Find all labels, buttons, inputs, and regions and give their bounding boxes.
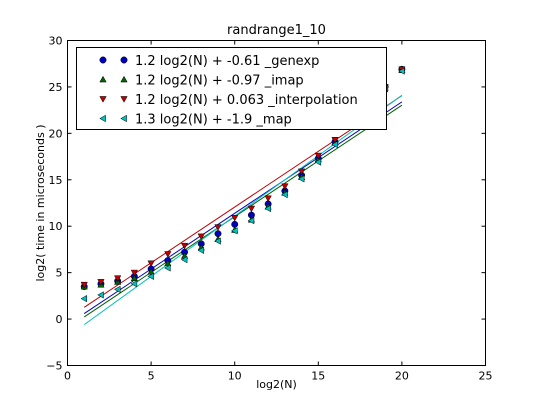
data-point — [147, 260, 155, 268]
data-point — [331, 140, 338, 149]
data-point — [314, 152, 322, 160]
y-tick-label: −5 — [46, 360, 62, 373]
y-tick-label: 10 — [49, 220, 63, 233]
data-point — [264, 204, 271, 213]
data-point — [147, 267, 155, 275]
legend-item-1: 1.2 log2(N) + -0.61 _genexp — [99, 54, 319, 69]
legend-marker — [99, 75, 107, 83]
y-tick-label: 25 — [49, 81, 63, 94]
y-tick-label: 15 — [49, 174, 63, 187]
x-tick-label: 15 — [311, 370, 325, 383]
data-point — [97, 291, 104, 299]
data-point — [231, 215, 239, 222]
legend-label: 1.2 log2(N) + 0.063 _interpolation — [135, 93, 358, 108]
data-point — [247, 217, 255, 225]
data-point — [97, 279, 105, 286]
legend-label: 1.2 log2(N) + -0.97 _imap — [135, 74, 304, 89]
legend-marker — [120, 114, 127, 123]
data-point — [130, 269, 139, 277]
data-point — [214, 237, 221, 245]
y-tick-label: 30 — [49, 35, 63, 48]
chart-title: randrange1_10 — [227, 23, 326, 38]
data-point — [164, 259, 172, 267]
series-4-points — [80, 67, 405, 303]
data-point — [281, 191, 288, 199]
legend: 1.2 log2(N) + -0.61 _genexp 1.2 log2(N) +… — [76, 47, 387, 130]
data-point — [331, 137, 339, 144]
legend-box — [76, 47, 387, 130]
x-tick-label: 0 — [64, 370, 71, 383]
legend-label: 1.2 log2(N) + -0.61 _genexp — [135, 54, 319, 69]
data-point — [398, 67, 405, 75]
x-axis-label: log2(N) — [256, 378, 297, 391]
fit-line-3 — [83, 95, 403, 308]
data-point — [197, 233, 205, 241]
data-point — [80, 281, 88, 289]
data-point — [180, 242, 189, 250]
data-point — [281, 183, 289, 191]
x-tick-label: 25 — [479, 370, 493, 383]
legend-marker — [120, 96, 128, 103]
y-axis-label: log2( time in microseconds ) — [34, 124, 47, 281]
x-tick-label: 20 — [395, 370, 409, 383]
y-tick-label: 5 — [56, 267, 63, 280]
legend-item-2: 1.2 log2(N) + -0.97 _imap — [99, 74, 304, 89]
legend-marker — [99, 56, 107, 64]
legend-marker — [120, 56, 128, 64]
legend-label: 1.3 log2(N) + -1.9 _map — [135, 113, 292, 128]
data-point — [114, 275, 122, 282]
data-point — [297, 168, 306, 176]
legend-marker — [120, 75, 128, 83]
data-point — [180, 256, 188, 264]
x-tick-label: 10 — [228, 370, 242, 383]
data-point — [80, 295, 88, 303]
data-point — [247, 205, 256, 213]
legend-marker — [99, 114, 106, 123]
legend-item-3: 1.2 log2(N) + 0.063 _interpolation — [99, 93, 358, 108]
data-point — [230, 227, 238, 235]
legend-marker — [99, 96, 107, 103]
data-point — [164, 264, 171, 272]
plot-frame — [67, 40, 486, 366]
data-point — [264, 195, 272, 203]
legend-item-4: 1.3 log2(N) + -1.9 _map — [99, 113, 292, 128]
data-point — [113, 285, 121, 293]
data-point — [314, 158, 322, 166]
x-tick-label: 5 — [148, 370, 155, 383]
data-point — [164, 251, 172, 258]
y-tick-label: 20 — [49, 127, 63, 140]
data-point — [297, 175, 305, 183]
y-tick-label: 0 — [56, 313, 63, 326]
data-point — [130, 280, 138, 288]
data-point — [197, 246, 205, 254]
data-point — [147, 272, 154, 280]
data-point — [214, 224, 222, 231]
data-point — [130, 274, 139, 282]
